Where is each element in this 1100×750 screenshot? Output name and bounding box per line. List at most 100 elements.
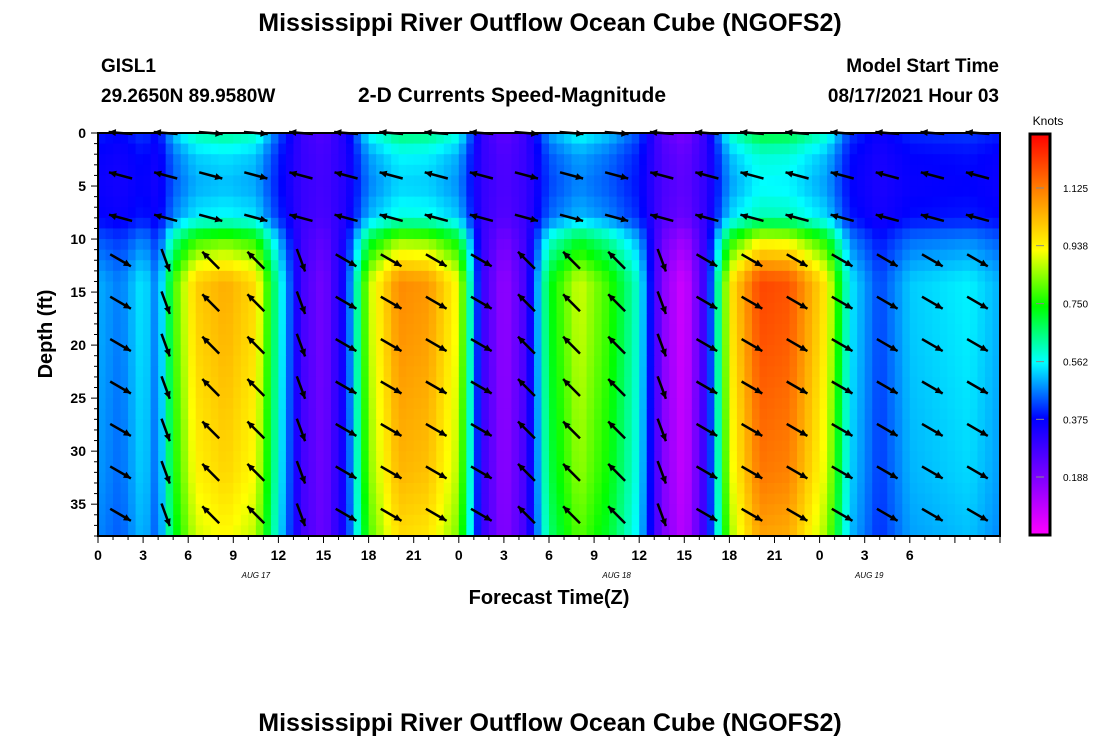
- heat-cell: [992, 186, 1001, 198]
- heat-cell: [120, 207, 129, 219]
- heat-cell: [285, 525, 295, 537]
- heat-cell: [864, 366, 873, 378]
- heat-cell: [729, 429, 738, 442]
- heat-cell: [872, 239, 881, 251]
- heat-cell: [962, 133, 971, 145]
- heat-cell: [736, 398, 746, 410]
- heat-cell: [158, 164, 167, 177]
- heat-cell: [451, 461, 460, 473]
- heat-cell: [541, 239, 550, 251]
- heat-cell: [218, 504, 227, 516]
- heat-cell: [962, 387, 971, 399]
- heat-cell: [120, 217, 129, 230]
- heat-cell: [766, 376, 776, 389]
- heat-cell: [669, 154, 678, 166]
- heat-cell: [736, 207, 746, 219]
- heat-cell: [331, 207, 340, 219]
- heat-cell: [766, 154, 776, 166]
- heat-cell: [165, 175, 174, 187]
- heat-cell: [571, 482, 580, 495]
- heat-cell: [481, 345, 490, 357]
- heat-cell: [924, 398, 933, 410]
- heat-cell: [902, 154, 911, 166]
- heat-cell: [308, 334, 317, 346]
- heat-cell: [992, 461, 1001, 473]
- heat-cell: [804, 196, 813, 208]
- heat-cell: [398, 355, 407, 367]
- heat-cell: [984, 260, 994, 272]
- heat-cell: [383, 366, 392, 378]
- heat-cell: [368, 472, 377, 484]
- heat-cell: [436, 355, 445, 367]
- heat-cell: [225, 429, 234, 442]
- heat-cell: [421, 164, 430, 177]
- heat-cell: [368, 313, 377, 325]
- heat-cell: [361, 525, 370, 537]
- heat-cell: [556, 334, 565, 346]
- heat-cell: [473, 376, 482, 389]
- heat-cell: [902, 207, 911, 219]
- heat-cell: [977, 281, 986, 293]
- heat-cell: [398, 228, 407, 240]
- heat-cell: [962, 366, 971, 378]
- heat-cell: [263, 366, 272, 378]
- heat-cell: [300, 366, 310, 378]
- heat-cell: [293, 387, 302, 399]
- heat-cell: [98, 504, 107, 516]
- heat-cell: [812, 143, 821, 155]
- heat-cell: [601, 133, 610, 145]
- heat-cell: [248, 281, 257, 293]
- heat-cell: [684, 419, 693, 431]
- heat-cell: [428, 302, 437, 314]
- heat-cell: [173, 249, 182, 261]
- heat-cell: [834, 292, 843, 304]
- heat-cell: [323, 482, 332, 495]
- heat-cell: [849, 482, 858, 495]
- heat-cell: [631, 429, 640, 442]
- heat-cell: [631, 514, 640, 526]
- heat-cell: [421, 398, 430, 410]
- heat-cell: [346, 186, 355, 198]
- heat-cell: [195, 472, 204, 484]
- heat-cell: [248, 345, 257, 357]
- heat-cell: [624, 482, 633, 495]
- heat-cell: [533, 207, 543, 219]
- heat-cell: [248, 143, 257, 155]
- heat-cell: [128, 408, 137, 420]
- heat-cell: [984, 440, 994, 452]
- heat-cell: [511, 323, 520, 336]
- heat-cell: [609, 398, 618, 410]
- heat-cell: [120, 239, 129, 251]
- heat-cell: [451, 514, 460, 526]
- heat-cell: [308, 217, 317, 230]
- y-tick-label: 0: [78, 125, 86, 141]
- heat-cell: [188, 323, 197, 336]
- heat-cell: [827, 525, 836, 537]
- heat-cell: [954, 493, 964, 505]
- heat-cell: [165, 366, 174, 378]
- heat-cell: [315, 408, 325, 420]
- heat-cell: [932, 164, 941, 177]
- heat-cell: [676, 217, 685, 230]
- heat-cell: [248, 398, 257, 410]
- heat-cell: [962, 313, 971, 325]
- heat-cell: [684, 207, 693, 219]
- heat-cell: [624, 249, 633, 261]
- heat-cell: [924, 355, 933, 367]
- heat-cell: [676, 376, 685, 389]
- heat-cell: [113, 419, 122, 431]
- heat-cell: [804, 164, 813, 177]
- heat-cell: [842, 451, 851, 463]
- heat-cell: [413, 514, 422, 526]
- heat-cell: [458, 366, 467, 378]
- heat-cell: [819, 376, 828, 389]
- heat-cell: [631, 355, 640, 367]
- heat-cell: [158, 504, 167, 516]
- heat-cell: [954, 514, 964, 526]
- heat-cell: [654, 313, 663, 325]
- heat-cell: [180, 302, 189, 314]
- heat-cell: [887, 345, 896, 357]
- heat-cell: [98, 281, 107, 293]
- heat-cell: [564, 493, 573, 505]
- heat-cell: [721, 186, 730, 198]
